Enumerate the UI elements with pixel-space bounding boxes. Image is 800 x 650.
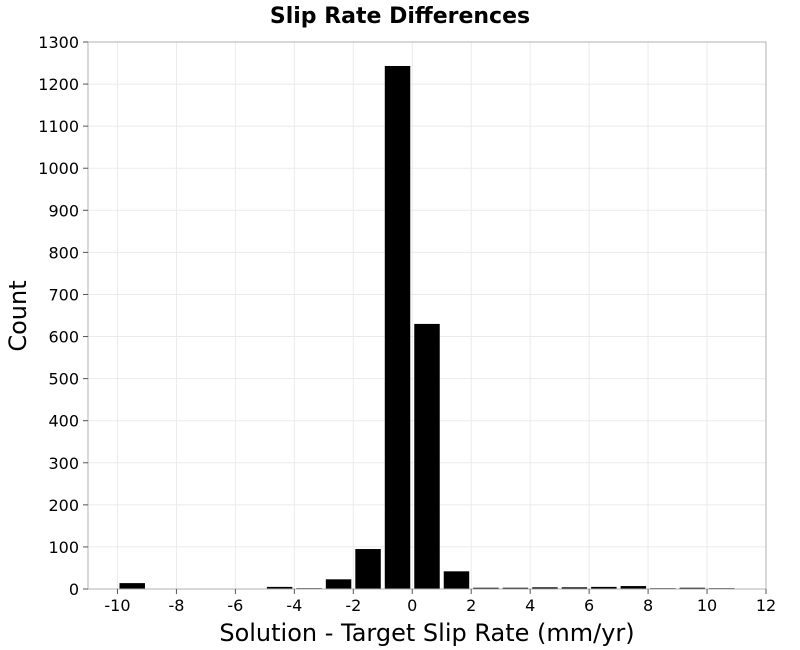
- y-tick-label: 0: [69, 580, 79, 599]
- x-tick-label: 4: [525, 596, 535, 615]
- histogram-bar: [414, 323, 440, 589]
- x-tick-label: -6: [227, 596, 243, 615]
- histogram-bar: [502, 587, 529, 589]
- y-tick-label: 900: [48, 201, 79, 220]
- histogram-bar: [443, 571, 470, 589]
- y-tick-label: 400: [48, 412, 79, 431]
- y-tick-label: 1200: [38, 75, 79, 94]
- histogram-bar: [266, 586, 293, 589]
- histogram-bar: [473, 587, 499, 589]
- histogram-bar: [355, 549, 381, 589]
- histogram-bar: [384, 65, 411, 590]
- x-tick-label: -2: [345, 596, 361, 615]
- y-tick-label: 1300: [38, 33, 79, 52]
- x-axis-label: Solution - Target Slip Rate (mm/yr): [219, 619, 634, 647]
- histogram-bar: [561, 587, 588, 589]
- y-tick-label: 700: [48, 285, 79, 304]
- tick-layer: 0100200300400500600700800900100011001200…: [38, 33, 776, 615]
- x-tick-label: 6: [584, 596, 594, 615]
- y-tick-label: 600: [48, 328, 79, 347]
- histogram-bar: [325, 579, 352, 589]
- histogram-bar: [119, 583, 145, 589]
- x-tick-label: -8: [168, 596, 184, 615]
- plot-frame: [87, 41, 767, 590]
- x-tick-label: -10: [104, 596, 130, 615]
- y-tick-label: 300: [48, 454, 79, 473]
- bar-layer: [119, 65, 735, 590]
- x-tick-label: 10: [697, 596, 717, 615]
- histogram-bar: [679, 587, 706, 589]
- y-tick-label: 1000: [38, 159, 79, 178]
- y-tick-label: 500: [48, 370, 79, 389]
- x-tick-label: 8: [643, 596, 653, 615]
- chart-title: Slip Rate Differences: [270, 4, 530, 29]
- x-tick-label: 2: [466, 596, 476, 615]
- y-tick-label: 1100: [38, 117, 79, 136]
- histogram-bar: [591, 586, 617, 589]
- x-tick-label: 0: [407, 596, 417, 615]
- y-tick-label: 200: [48, 496, 79, 515]
- x-tick-label: -4: [286, 596, 302, 615]
- y-tick-label: 100: [48, 538, 79, 557]
- x-tick-label: 12: [756, 596, 776, 615]
- y-tick-label: 800: [48, 243, 79, 262]
- histogram-bar: [620, 586, 647, 589]
- y-axis-label: Count: [4, 280, 32, 351]
- histogram-bar: [532, 587, 558, 589]
